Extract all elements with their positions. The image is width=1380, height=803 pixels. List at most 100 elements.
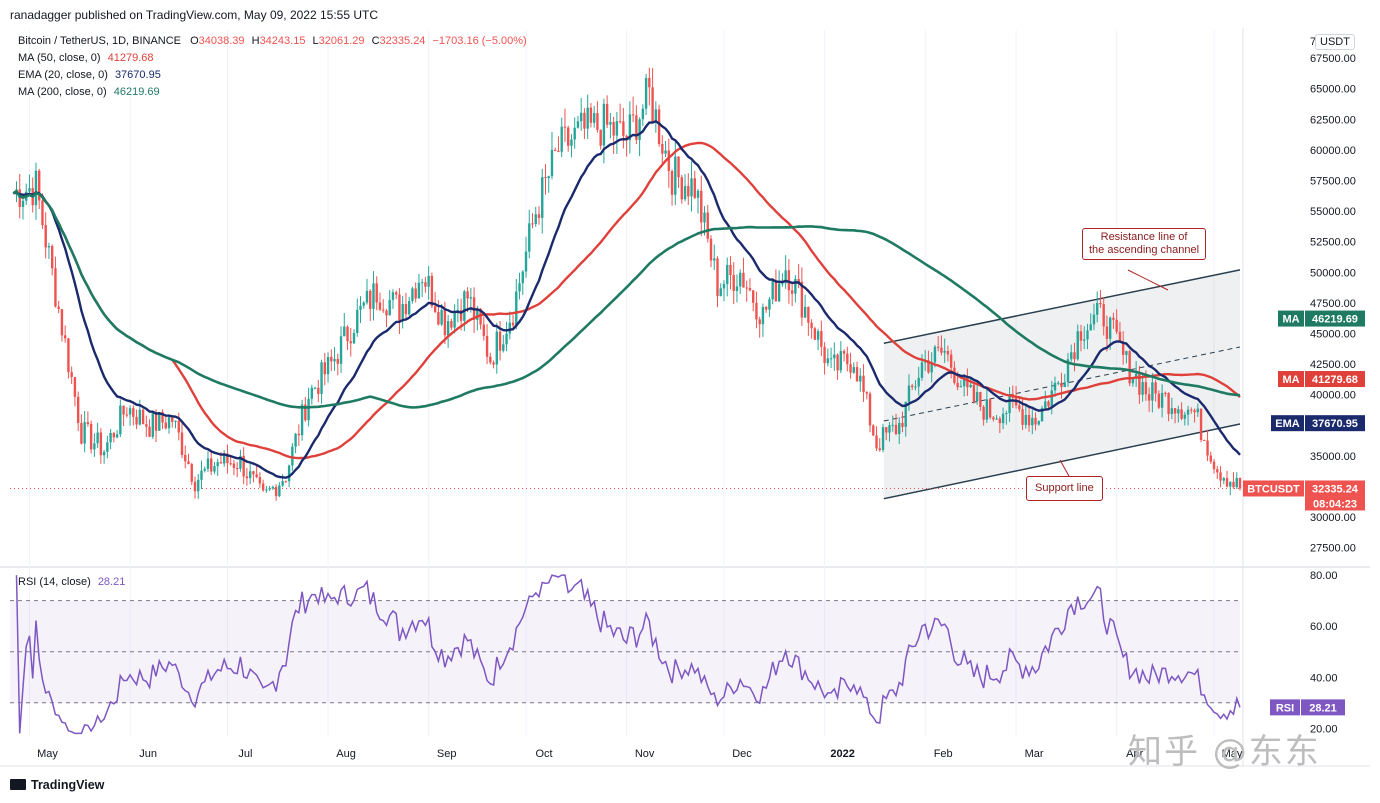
candle-body	[320, 362, 323, 394]
candle-body	[294, 433, 297, 447]
candle-body	[716, 258, 719, 297]
candle-body	[719, 288, 722, 297]
candle-body	[1141, 382, 1144, 395]
candle-body	[132, 408, 135, 417]
tradingview-logo[interactable]: TradingView	[10, 778, 104, 792]
candle-body	[41, 200, 44, 226]
grid	[0, 28, 1370, 767]
indicator-ema20[interactable]: EMA (20, close, 0) 37670.95	[18, 69, 161, 81]
candle-body	[758, 319, 761, 325]
price-tag-value-bg	[1305, 480, 1365, 497]
candle-body	[128, 408, 132, 415]
candle-body	[1125, 351, 1128, 355]
candle-body	[1050, 390, 1053, 407]
candle-body	[1079, 331, 1083, 341]
candle-body	[985, 399, 989, 420]
candle-body	[836, 354, 839, 371]
candle-body	[433, 306, 437, 313]
indicator-ema20-value: 37670.95	[114, 69, 161, 81]
rsi-header[interactable]: RSI (14, close) 28.21	[18, 576, 125, 588]
candle-body	[573, 127, 576, 140]
candle-body	[635, 115, 638, 140]
rsi-tick-bottom: 20.00	[1310, 723, 1338, 735]
candle-body	[1086, 330, 1089, 340]
candle-body	[378, 302, 382, 310]
month-label: Sep	[437, 748, 457, 760]
candle-body	[943, 350, 946, 353]
candle-body	[330, 356, 333, 362]
candle-body	[774, 279, 778, 302]
candle-body	[1112, 317, 1115, 320]
price-axis: 67500.00 65000.00 62500.00 60000.00 57500.00…	[1310, 36, 1356, 555]
price-tick: 60000.00	[1310, 145, 1356, 157]
candle-body	[197, 479, 200, 492]
price-tags: MA 46219.69 MA 41279.68 EMA 37670.95 BTCUSDT 32…	[1243, 310, 1365, 511]
candle-body	[161, 412, 164, 423]
candle-body	[1160, 392, 1164, 408]
rsi-tick: 40.00	[1310, 672, 1338, 684]
price-tick: 67500.00	[1310, 53, 1356, 65]
candle-body	[1044, 401, 1047, 409]
resistance-annotation-line1: Resistance line of	[1100, 231, 1188, 243]
candle-body	[492, 362, 495, 365]
candle-body	[177, 420, 180, 433]
candle-body	[1083, 339, 1086, 341]
candle-body	[44, 225, 47, 248]
candle-body	[528, 223, 531, 252]
candle-body	[751, 290, 755, 303]
support-annotation: Support line	[1026, 476, 1103, 501]
candle-body	[777, 283, 781, 302]
candle-body	[141, 409, 145, 425]
candle-body	[644, 77, 648, 109]
candle-body	[615, 121, 619, 136]
candle-body	[693, 178, 696, 198]
candle-body	[93, 443, 96, 450]
candle-body	[670, 171, 674, 195]
resistance-annotation: Resistance line of the ascending channel	[1082, 228, 1207, 260]
candle-body	[589, 107, 593, 123]
tradingview-logo-icon	[10, 779, 26, 790]
candle-body	[190, 464, 193, 482]
candle-body	[420, 282, 424, 284]
candle-body	[54, 268, 57, 307]
ohlc-high-label: H	[251, 35, 260, 47]
candle-body	[998, 418, 1002, 424]
month-label: 2022	[830, 748, 854, 760]
candle-body	[1222, 478, 1225, 481]
publisher-line: ranadagger published on TradingView.com,…	[10, 8, 379, 22]
rsi-tick: 80.00	[1310, 570, 1338, 582]
candle-body	[1073, 352, 1076, 360]
candle-body	[1229, 481, 1232, 487]
candle-body	[748, 288, 752, 291]
candle-body	[21, 200, 25, 208]
candle-body	[826, 358, 830, 364]
candle-body	[894, 424, 898, 435]
indicator-ma50[interactable]: MA (50, close, 0) 41279.68	[18, 52, 154, 64]
candle-body	[115, 434, 119, 438]
currency-button[interactable]: USDT	[1315, 34, 1355, 50]
candle-body	[235, 467, 239, 469]
candle-body	[940, 347, 943, 353]
candle-body	[18, 189, 21, 208]
candle-body	[70, 372, 73, 378]
candle-body	[1186, 409, 1190, 415]
candle-body	[732, 275, 735, 291]
ohlc-close: 32335.24	[379, 35, 426, 47]
candle-body	[521, 271, 524, 284]
candle-body	[949, 354, 953, 368]
candle-body	[359, 305, 362, 310]
candle-body	[735, 286, 739, 291]
candle-body	[307, 398, 310, 421]
ma200-tag-label: MA	[1282, 314, 1299, 326]
candle-body	[245, 476, 249, 479]
candle-body	[1131, 378, 1135, 384]
candle-body	[537, 214, 541, 218]
candle-body	[962, 375, 966, 387]
ohlc-low: 32061.29	[318, 35, 365, 47]
candle-body	[784, 270, 787, 284]
candle-body	[343, 326, 346, 337]
candle-body	[829, 358, 833, 360]
candle-body	[83, 422, 86, 444]
indicator-ma200[interactable]: MA (200, close, 0) 46219.69	[18, 86, 160, 98]
